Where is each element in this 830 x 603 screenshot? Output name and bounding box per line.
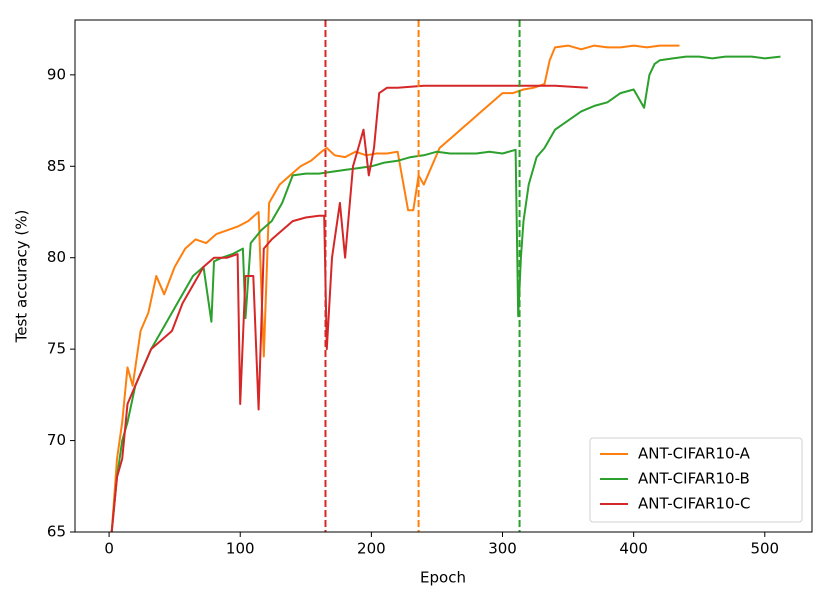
x-tick-label: 200 [357, 540, 386, 558]
series-line [110, 84, 588, 532]
legend-label: ANT-CIFAR10-B [638, 470, 750, 488]
y-tick-label: 70 [47, 431, 66, 449]
x-axis-label: Epoch [420, 569, 466, 587]
legend-label: ANT-CIFAR10-C [638, 495, 751, 513]
y-tick-label: 80 [47, 248, 66, 266]
y-axis-label: Test accuracy (%) [13, 210, 31, 344]
x-tick-label: 100 [226, 540, 255, 558]
y-tick-label: 65 [47, 523, 66, 541]
legend-label: ANT-CIFAR10-A [638, 445, 751, 463]
y-tick-label: 90 [47, 65, 66, 83]
plot-area [110, 20, 781, 532]
y-tick-label: 85 [47, 157, 66, 175]
legend-box [589, 437, 803, 523]
x-tick-label: 0 [104, 540, 114, 558]
y-tick-label: 75 [47, 340, 66, 358]
x-tick-label: 500 [750, 540, 779, 558]
plot-frame [74, 19, 813, 533]
series-line [110, 44, 680, 532]
x-tick-label: 400 [619, 540, 648, 558]
x-tick-label: 300 [488, 540, 517, 558]
